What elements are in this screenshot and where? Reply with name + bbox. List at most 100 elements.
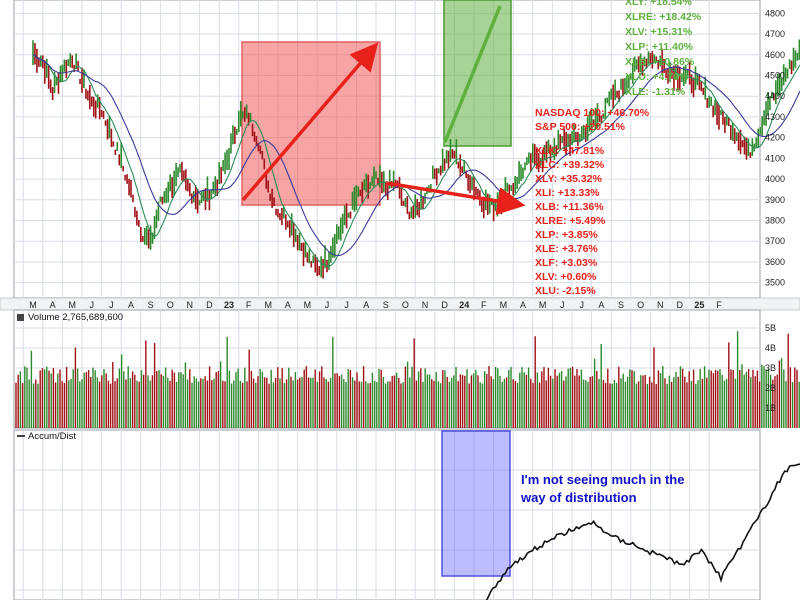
red-sector-label: XLB: +11.36% [535, 201, 604, 213]
red-pointer-arrow [385, 181, 526, 215]
x-tick-label: J [560, 300, 565, 310]
x-tick-label: J [344, 300, 349, 310]
red-sector-label: XLP: +3.85% [535, 229, 598, 241]
x-tick-label: M [500, 300, 508, 310]
x-tick-label: N [422, 300, 429, 310]
x-tick-label: M [264, 300, 272, 310]
moving-average-short [32, 54, 800, 267]
red-sector-label: XLK: +47.81% [535, 145, 605, 157]
x-tick-label: D [206, 300, 213, 310]
annotation-layer: XLY: +18.54% XLRE: +18.42% XLV: +15.31% XLP… [520, 0, 702, 505]
x-tick-label: F [481, 300, 487, 310]
x-tick-label: M [539, 300, 547, 310]
x-tick-label: A [128, 300, 134, 310]
red-sector-label: XLF: +3.03% [535, 257, 598, 269]
x-tick-label: S [383, 300, 389, 310]
price-panel-frame [13, 0, 761, 299]
x-tick-label: A [520, 300, 526, 310]
price-series-layer [32, 39, 800, 279]
x-tick-label: 24 [459, 300, 469, 310]
price-tick-label: 3900 [765, 195, 785, 205]
x-tick-label: N [657, 300, 664, 310]
x-tick-label: 23 [224, 300, 234, 310]
x-tick-label: D [441, 300, 448, 310]
price-tick-label: 4700 [765, 29, 785, 39]
green-trend-arrow [443, 5, 502, 143]
x-tick-label: A [598, 300, 604, 310]
red-index-label: S&P 500: +20.51% [535, 121, 626, 133]
x-tick-label: M [304, 300, 312, 310]
x-tick-label: A [285, 300, 291, 310]
x-tick-label: O [167, 300, 174, 310]
red-trend-arrow [241, 42, 379, 202]
x-tick-label: N [187, 300, 194, 310]
x-tick-label: J [109, 300, 114, 310]
price-tick-label: 4500 [765, 71, 785, 81]
red-sector-label: XLV: +0.60% [535, 271, 597, 283]
x-tick-label: 25 [694, 300, 704, 310]
green-sector-label: XLE: -1.31% [625, 86, 686, 98]
x-tick-label: S [148, 300, 154, 310]
x-tick-label: O [402, 300, 409, 310]
red-sector-label: XLRE: +5.49% [535, 215, 606, 227]
price-tick-label: 4800 [765, 8, 785, 18]
price-tick-label: 3700 [765, 236, 785, 246]
accum-panel-frame [13, 429, 761, 601]
highlight-boxes [241, 0, 512, 577]
volume-tick-label: 2B [765, 383, 776, 393]
blue-highlight-box [441, 430, 511, 577]
price-tick-label: 4600 [765, 50, 785, 60]
price-tick-label: 3600 [765, 257, 785, 267]
volume-tick-label: 1B [765, 403, 776, 413]
x-tick-label: A [363, 300, 369, 310]
distribution-note: I'm not seeing much in the [521, 472, 684, 487]
volume-panel-label: Volume 2,765,689,600 [28, 312, 123, 323]
volume-legend-swatch [17, 314, 24, 321]
green-sector-label: XLP: +11.40% [625, 41, 694, 53]
price-tick-label: 3800 [765, 216, 785, 226]
x-tick-label: F [716, 300, 722, 310]
moving-average-long [32, 54, 800, 257]
accum-panel-label: Accum/Dist [28, 431, 76, 442]
green-sector-label: XLV: +15.31% [625, 26, 693, 38]
volume-tick-label: 5B [765, 323, 776, 333]
volume-tick-label: 3B [765, 363, 776, 373]
x-tick-label: M [68, 300, 76, 310]
distribution-note: way of distribution [520, 490, 637, 505]
red-sector-label: XLU: -2.15% [535, 285, 596, 297]
price-tick-label: 3500 [765, 278, 785, 288]
price-tick-label: 4100 [765, 153, 785, 163]
red-index-label: NASDAQ 100: +46.70% [535, 107, 650, 119]
volume-bars-layer [15, 331, 800, 428]
green-sector-label: XLY: +18.54% [625, 0, 692, 8]
price-tick-label: 4300 [765, 112, 785, 122]
price-tick-label: 4000 [765, 174, 785, 184]
red-sector-label: XLY: +35.32% [535, 173, 602, 185]
red-sector-label: XLI: +13.33% [535, 187, 600, 199]
axis-labels-layer: 4800 4700 4600 4500 4400 4300 4200 4100 4000 3900… [17, 8, 785, 442]
green-sector-label: XLB: +10.86% [625, 56, 695, 68]
accum-dist-layer [485, 463, 800, 602]
price-tick-label: 4400 [765, 91, 785, 101]
x-tick-label: D [677, 300, 684, 310]
arrows-layer [241, 5, 526, 215]
green-highlight-box [443, 0, 512, 147]
red-sector-label: XLC: +39.32% [535, 159, 605, 171]
red-sector-label: XLE: +3.76% [535, 243, 598, 255]
green-sector-label: XLRE: +18.42% [625, 11, 702, 23]
x-tick-label: J [90, 300, 95, 310]
accum-dist-line [485, 463, 800, 602]
price-tick-label: 4200 [765, 133, 785, 143]
x-tick-label: J [325, 300, 330, 310]
x-tick-label: S [618, 300, 624, 310]
volume-tick-label: 4B [765, 343, 776, 353]
green-sector-label: XLU: +4.70% [625, 71, 689, 83]
x-tick-label: F [246, 300, 252, 310]
x-tick-label: M [29, 300, 37, 310]
x-tick-label: J [580, 300, 585, 310]
x-tick-label: A [50, 300, 56, 310]
x-tick-label: O [637, 300, 644, 310]
